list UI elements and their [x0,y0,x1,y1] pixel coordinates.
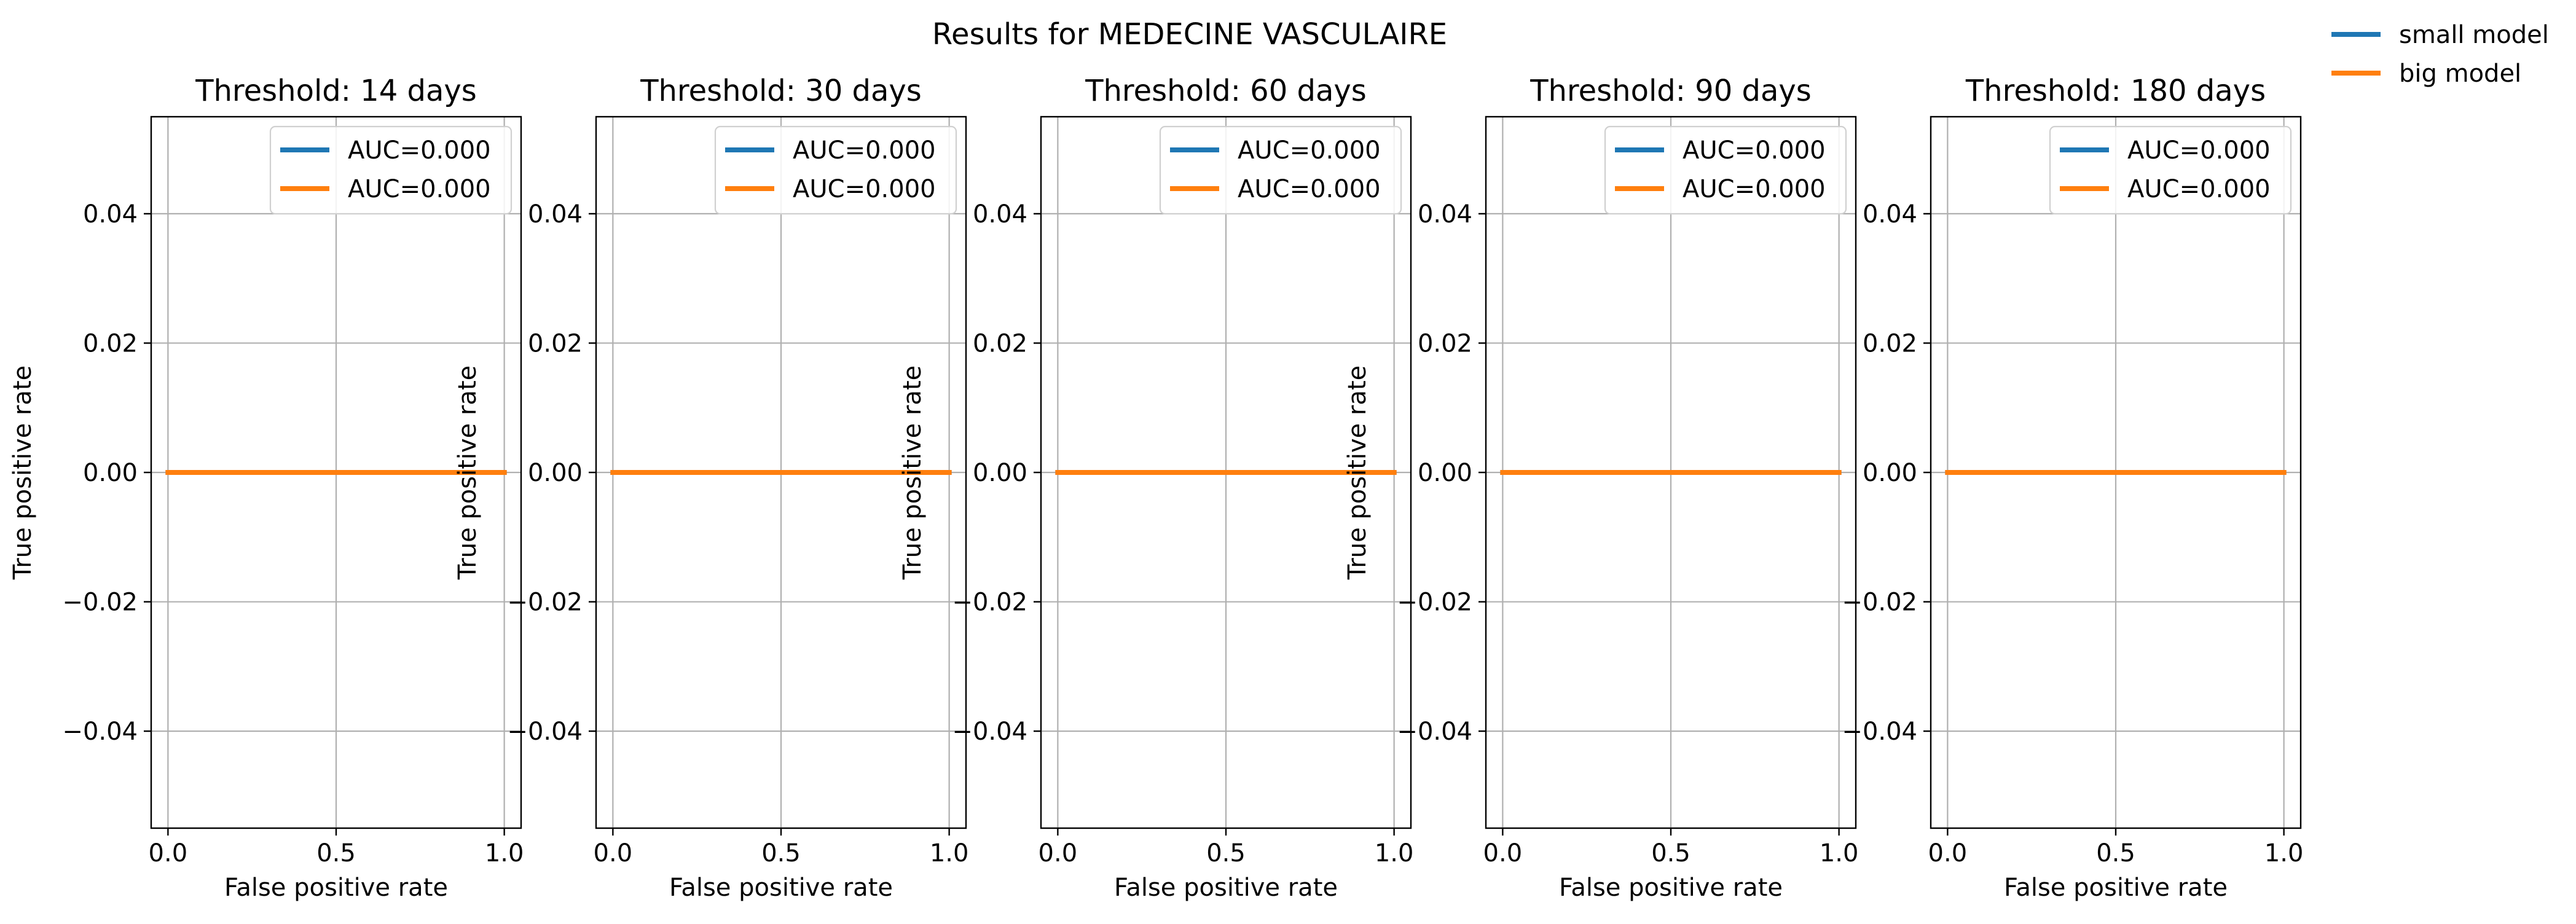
y-tick-label: 0.02 [1418,329,1472,358]
y-tick-label: −0.02 [62,589,138,617]
y-axis-label: True positive rate [898,366,927,581]
x-axis-label: False positive rate [1114,874,1338,902]
x-tick-label: 0.5 [1651,839,1690,867]
y-tick-label: 0.04 [973,200,1027,229]
x-tick-label: 1.0 [485,839,524,867]
y-tick-label: 0.00 [1863,459,1917,487]
y-tick-label: −0.04 [1397,718,1472,746]
figure-legend-label-2: big model [2399,60,2521,88]
legend-box [1159,125,1402,215]
legend-box [1604,125,1847,215]
y-tick-label: 0.00 [973,459,1027,487]
y-axis-label: True positive rate [454,366,482,581]
subplot-legend: AUC=0.000 AUC=0.000 [1604,125,1847,215]
x-tick-label: 1.0 [1375,839,1414,867]
x-tick-label: 0.0 [1483,839,1523,867]
subplot-legend: AUC=0.000 AUC=0.000 [1159,125,1402,215]
subplot-title: Threshold: 180 days [1965,74,2266,108]
subplot-legend: AUC=0.000 AUC=0.000 [269,125,512,215]
y-tick-label: 0.04 [1418,200,1472,229]
subplot-title: Threshold: 30 days [640,74,922,108]
legend-label-2: AUC=0.000 [2127,175,2271,203]
y-tick-label: −0.04 [952,718,1027,746]
x-tick-label: 0.5 [316,839,356,867]
legend-label-2: AUC=0.000 [1683,175,1826,203]
subplot-legend: AUC=0.000 AUC=0.000 [714,125,957,215]
figure-legend-label-1: small model [2399,21,2549,49]
y-tick-label: −0.04 [1842,718,1917,746]
y-tick-label: 0.02 [1863,329,1917,358]
subplot-title: Threshold: 14 days [195,74,477,108]
y-tick-label: −0.02 [1397,589,1472,617]
y-tick-label: −0.04 [507,718,583,746]
x-tick-label: 0.0 [1039,839,1078,867]
y-tick-label: 0.00 [528,459,583,487]
legend-label-1: AUC=0.000 [1683,136,1826,165]
subplot-panels: 0.0 0.5 1.0 −0.04 −0.02 0.00 0.02 0.04 Threshold… [9,74,2303,902]
y-tick-label: 0.00 [1418,459,1472,487]
y-tick-label: −0.02 [1842,589,1917,617]
x-axis-label: False positive rate [1559,874,1783,902]
x-axis-label: False positive rate [2004,874,2228,902]
y-axis-label: True positive rate [1343,366,1372,581]
legend-label-1: AUC=0.000 [2127,136,2271,165]
legend-box [269,125,512,215]
subplot-legend: AUC=0.000 AUC=0.000 [2049,125,2292,215]
legend-label-1: AUC=0.000 [348,136,491,165]
y-tick-label: 0.02 [973,329,1027,358]
legend-label-1: AUC=0.000 [1238,136,1381,165]
y-tick-label: 0.04 [1863,200,1917,229]
y-axis-label: True positive rate [9,366,37,581]
x-tick-label: 1.0 [2264,839,2304,867]
legend-label-2: AUC=0.000 [1238,175,1381,203]
y-tick-label: 0.04 [83,200,138,229]
figure-legend: small model big model [2331,21,2549,88]
legend-box [2049,125,2292,215]
subplot-title: Threshold: 60 days [1085,74,1367,108]
y-tick-label: −0.02 [507,589,583,617]
x-tick-label: 1.0 [1820,839,1859,867]
x-tick-label: 0.5 [2096,839,2135,867]
x-axis-label: False positive rate [224,874,448,902]
x-tick-label: 0.5 [1206,839,1246,867]
x-tick-label: 0.0 [149,839,188,867]
y-tick-label: −0.04 [62,718,138,746]
subplot-3: 0.0 0.5 1.0 −0.04 −0.02 0.00 0.02 0.04 Threshold… [898,74,1413,902]
legend-box [714,125,957,215]
x-tick-label: 1.0 [930,839,969,867]
x-axis-label: False positive rate [669,874,893,902]
y-tick-label: 0.02 [83,329,138,358]
subplot-2: 0.0 0.5 1.0 −0.04 −0.02 0.00 0.02 0.04 Threshold… [454,74,968,902]
figure-suptitle: Results for MEDECINE VASCULAIRE [932,17,1447,52]
x-tick-label: 0.5 [761,839,801,867]
x-tick-label: 0.0 [1928,839,1968,867]
legend-label-1: AUC=0.000 [793,136,936,165]
subplot-title: Threshold: 90 days [1530,74,1812,108]
y-tick-label: 0.00 [83,459,138,487]
legend-label-2: AUC=0.000 [348,175,491,203]
y-tick-label: 0.02 [528,329,583,358]
subplot-5: 0.0 0.5 1.0 −0.04 −0.02 0.00 0.02 0.04 Threshold… [1842,74,2303,902]
y-tick-label: 0.04 [528,200,583,229]
subplot-4: 0.0 0.5 1.0 −0.04 −0.02 0.00 0.02 0.04 Threshold… [1343,74,1858,902]
y-tick-label: −0.02 [952,589,1027,617]
x-tick-label: 0.0 [594,839,633,867]
legend-label-2: AUC=0.000 [793,175,936,203]
subplot-1: 0.0 0.5 1.0 −0.04 −0.02 0.00 0.02 0.04 Threshold… [9,74,524,902]
